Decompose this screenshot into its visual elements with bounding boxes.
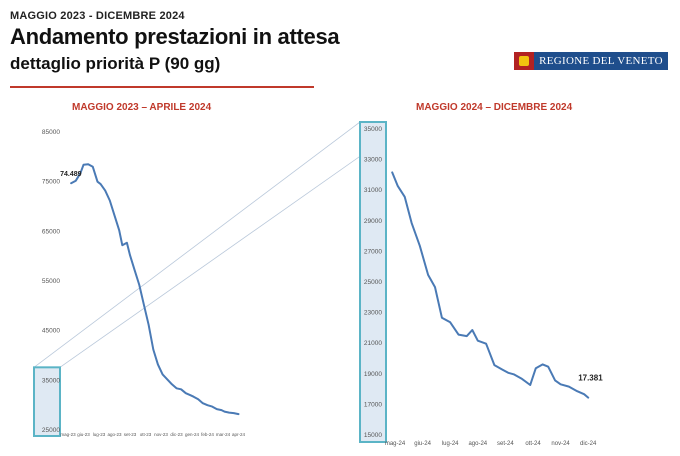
chart-2-y-tick: 17000 bbox=[364, 401, 382, 408]
chart-1-y-tick: 75000 bbox=[42, 179, 60, 186]
chart-1-series-line bbox=[70, 163, 240, 416]
chart-1-x-tick: feb-24 bbox=[201, 432, 214, 437]
chart-1-x-tick: ott-23 bbox=[140, 432, 152, 437]
chart-1-y-tick: 55000 bbox=[42, 278, 60, 285]
chart-2-y-tick: 25000 bbox=[364, 279, 382, 286]
chart-1-x-tick: mar-24 bbox=[216, 432, 231, 437]
chart-1-x-tick: mag-23 bbox=[60, 432, 76, 437]
chart-1-y-tick: 85000 bbox=[42, 129, 60, 136]
chart-2-y-tick: 33000 bbox=[364, 157, 382, 164]
chart-2-data-label: 17.381 bbox=[578, 374, 603, 383]
chart-2-y-tick: 35000 bbox=[364, 126, 382, 133]
chart-2-title: MAGGIO 2024 – DICEMBRE 2024 bbox=[416, 102, 573, 113]
chart-2-x-tick: ago-24 bbox=[468, 441, 487, 447]
page-title: Andamento prestazioni in attesa bbox=[10, 24, 340, 49]
chart-2-y-tick: 21000 bbox=[364, 340, 382, 347]
chart-1-y-tick: 65000 bbox=[42, 228, 60, 235]
chart-1-x-tick: lug-23 bbox=[93, 432, 106, 437]
chart-2-series-line bbox=[391, 171, 590, 399]
chart-1-x-tick: apr-24 bbox=[232, 432, 246, 437]
chart-2-y-tick: 29000 bbox=[364, 218, 382, 225]
chart-2-x-tick: lug-24 bbox=[442, 441, 459, 447]
highlight-box-chart-1 bbox=[33, 366, 61, 438]
lion-emblem-icon bbox=[514, 52, 534, 70]
chart-2-y-tick: 19000 bbox=[364, 371, 382, 378]
period-label: MAGGIO 2023 - DICEMBRE 2024 bbox=[10, 10, 185, 22]
chart-2-y-tick: 27000 bbox=[364, 248, 382, 255]
chart-2-y-tick: 31000 bbox=[364, 187, 382, 194]
chart-1-y-tick: 35000 bbox=[42, 377, 60, 384]
chart-2-y-tick: 23000 bbox=[364, 310, 382, 317]
chart-2-x-tick: ott-24 bbox=[525, 441, 541, 447]
connector-line-top bbox=[33, 121, 361, 368]
chart-2-x-tick: set-24 bbox=[497, 441, 514, 447]
chart-1-title: MAGGIO 2023 – APRILE 2024 bbox=[72, 102, 212, 113]
chart-1-y-tick: 45000 bbox=[42, 328, 60, 335]
chart-1-x-tick: set-23 bbox=[124, 432, 137, 437]
page-subtitle: dettaglio priorità P (90 gg) bbox=[10, 54, 221, 73]
chart-1-x-tick: gen-24 bbox=[185, 432, 200, 437]
chart-2-x-tick: mag-24 bbox=[385, 441, 406, 447]
regione-veneto-logo: REGIONE DEL VENETO bbox=[514, 52, 668, 70]
chart-1-x-tick: giu-23 bbox=[77, 432, 90, 437]
logo-label: REGIONE DEL VENETO bbox=[534, 52, 668, 70]
chart-1-data-label: 74.489 bbox=[60, 171, 82, 178]
highlight-box-chart-2 bbox=[359, 121, 387, 443]
chart-2-y-tick: 15000 bbox=[364, 432, 382, 439]
connector-line-bottom bbox=[59, 137, 387, 368]
title-underline bbox=[10, 86, 314, 88]
chart-2-x-tick: giu-24 bbox=[414, 441, 431, 447]
chart-1-x-tick: ago-23 bbox=[107, 432, 122, 437]
chart-2-x-tick: dic-24 bbox=[580, 441, 597, 447]
chart-1-y-tick: 25000 bbox=[42, 427, 60, 434]
chart-2-x-tick: nov-24 bbox=[551, 441, 570, 447]
chart-1-x-tick: dic-23 bbox=[170, 432, 183, 437]
chart-1-x-tick: nov-23 bbox=[154, 432, 168, 437]
